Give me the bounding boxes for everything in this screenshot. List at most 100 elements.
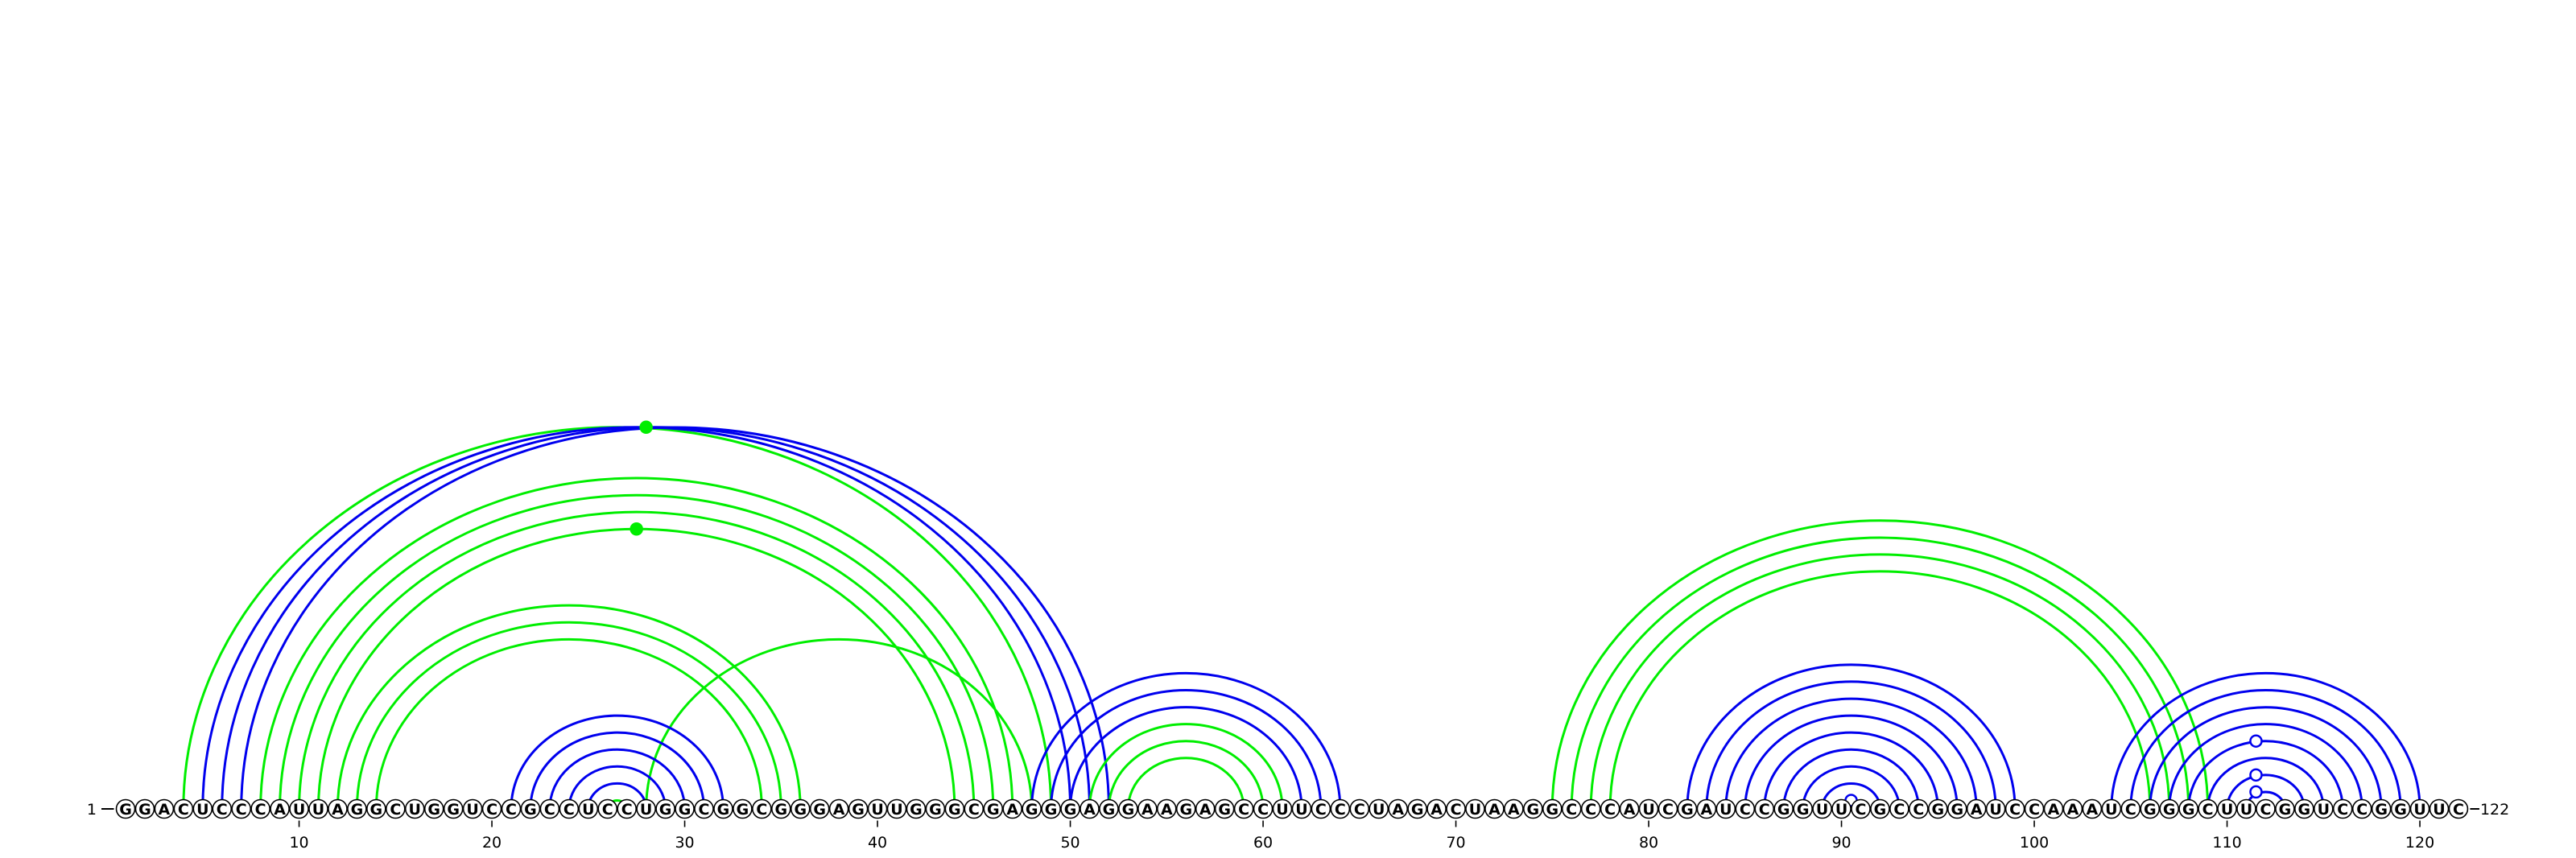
nucleotide-letter: C — [968, 801, 980, 819]
nucleotide-circle — [2236, 798, 2256, 819]
nucleotide: G — [906, 798, 927, 819]
nucleotide-circle — [675, 798, 695, 819]
nucleotide: G — [2275, 798, 2295, 819]
nucleotide-letter: C — [2125, 801, 2136, 819]
nucleotide-letter: G — [2394, 801, 2407, 819]
nucleotide-circle — [1368, 798, 1389, 819]
nucleotide: U — [2101, 798, 2122, 819]
nucleotide-letter: U — [409, 801, 421, 819]
nucleotide-circle — [1735, 798, 1756, 819]
nucleotide-circle — [1677, 798, 1698, 819]
nucleotide-letter: C — [1238, 801, 1249, 819]
nucleotide-circle — [1889, 798, 1909, 819]
nucleotide-letter: C — [217, 801, 228, 819]
nucleotide-circle — [1542, 798, 1563, 819]
nucleotide: A — [1195, 798, 1216, 819]
nucleotide-letter: C — [699, 801, 710, 819]
nucleotide-circle — [2062, 798, 2083, 819]
nucleotide-circle — [597, 798, 618, 819]
nucleotide-letter: A — [1971, 801, 1983, 819]
nucleotide: C — [250, 798, 270, 819]
nucleotide: G — [366, 798, 386, 819]
nucleotide: C — [539, 798, 560, 819]
nucleotide: G — [423, 798, 444, 819]
nucleotide: U — [1272, 798, 1293, 819]
axis-tick-label: 110 — [2212, 834, 2241, 852]
nucleotide-circle — [809, 798, 830, 819]
nucleotide: A — [2062, 798, 2083, 819]
nucleotide-letter: U — [1373, 801, 1385, 819]
nucleotide-circle — [1080, 798, 1100, 819]
nucleotide-letter: G — [1045, 801, 1058, 819]
nucleotide-circle — [1657, 798, 1678, 819]
arc-76-108 — [1570, 536, 2190, 810]
nucleotide: C — [694, 798, 714, 819]
nucleotide: G — [2294, 798, 2314, 819]
nucleotide-circle — [828, 798, 849, 819]
nucleotide-circle — [462, 798, 483, 819]
nucleotide-letter: G — [1931, 801, 1944, 819]
nucleotide-circle — [617, 798, 638, 819]
nucleotide: C — [1657, 798, 1678, 819]
nucleotide: C — [617, 798, 638, 819]
nucleotide: G — [925, 798, 946, 819]
nucleotide: C — [1600, 798, 1620, 819]
nucleotide: G — [1542, 798, 1563, 819]
sequence-end-label: 122 — [2480, 801, 2509, 819]
arc-22-31 — [529, 731, 705, 810]
nucleotide-letter: G — [370, 801, 383, 819]
nucleotide-circle — [1157, 798, 1177, 819]
nucleotide-letter: G — [1777, 801, 1790, 819]
nucleotide: A — [1696, 798, 1717, 819]
nucleotide-circle — [2351, 798, 2372, 819]
nucleotide: U — [1638, 798, 1659, 819]
axis-tick-label: 90 — [1831, 834, 1851, 852]
nucleotide-circle — [2332, 798, 2353, 819]
nucleotide-circle — [848, 798, 869, 819]
nucleotide-letter: C — [1315, 801, 1327, 819]
nucleotide-letter: C — [1662, 801, 1674, 819]
arc-7-52 — [240, 426, 1110, 810]
nucleotide: G — [2140, 798, 2161, 819]
arc-48-64 — [1030, 671, 1342, 810]
nucleotide-circle — [2390, 798, 2411, 819]
axis-tick-label: 40 — [868, 834, 887, 852]
nucleotide-letter: G — [1218, 801, 1231, 819]
nucleotide: U — [1465, 798, 1485, 819]
nucleotide-letter: C — [255, 801, 266, 819]
nucleotide: C — [1253, 798, 1274, 819]
nucleotide-letter: U — [1469, 801, 1481, 819]
nucleotide-letter: C — [1604, 801, 1616, 819]
nucleotide-letter: U — [1295, 801, 1307, 819]
nucleotide: C — [1561, 798, 1582, 819]
nucleotide-letter: C — [1759, 801, 1770, 819]
nucleotide-circle — [1638, 798, 1659, 819]
arc-77-107 — [1589, 553, 2171, 810]
nucleotide-circle — [655, 798, 675, 819]
nucleotide-letter: U — [2105, 801, 2117, 819]
nucleotide-letter: C — [2260, 801, 2271, 819]
nucleotide-circle — [270, 798, 290, 819]
nucleotide: G — [443, 798, 464, 819]
arc-108-116 — [2187, 740, 2344, 810]
nucleotide-letter: G — [737, 801, 749, 819]
nucleotide-circle — [1754, 798, 1775, 819]
arc-82-99 — [1686, 663, 2017, 810]
nucleotide-circle — [1022, 798, 1042, 819]
nucleotide-circle — [308, 798, 328, 819]
nucleotide-letter: G — [2279, 801, 2292, 819]
nucleotide: U — [1368, 798, 1389, 819]
nucleotide-circle — [1388, 798, 1408, 819]
nucleotide-circle — [2024, 798, 2045, 819]
nucleotide-circle — [328, 798, 348, 819]
axis-tick-label: 70 — [1446, 834, 1465, 852]
axis-tick-label: 60 — [1253, 834, 1273, 852]
nucleotide-circle — [443, 798, 464, 819]
arc-104-120 — [2110, 671, 2421, 810]
nucleotide-letter: G — [447, 801, 460, 819]
nucleotide: C — [2198, 798, 2218, 819]
nucleotide-letter: C — [1354, 801, 1365, 819]
nucleotide-letter: G — [1527, 801, 1540, 819]
nucleotide-letter: U — [871, 801, 883, 819]
